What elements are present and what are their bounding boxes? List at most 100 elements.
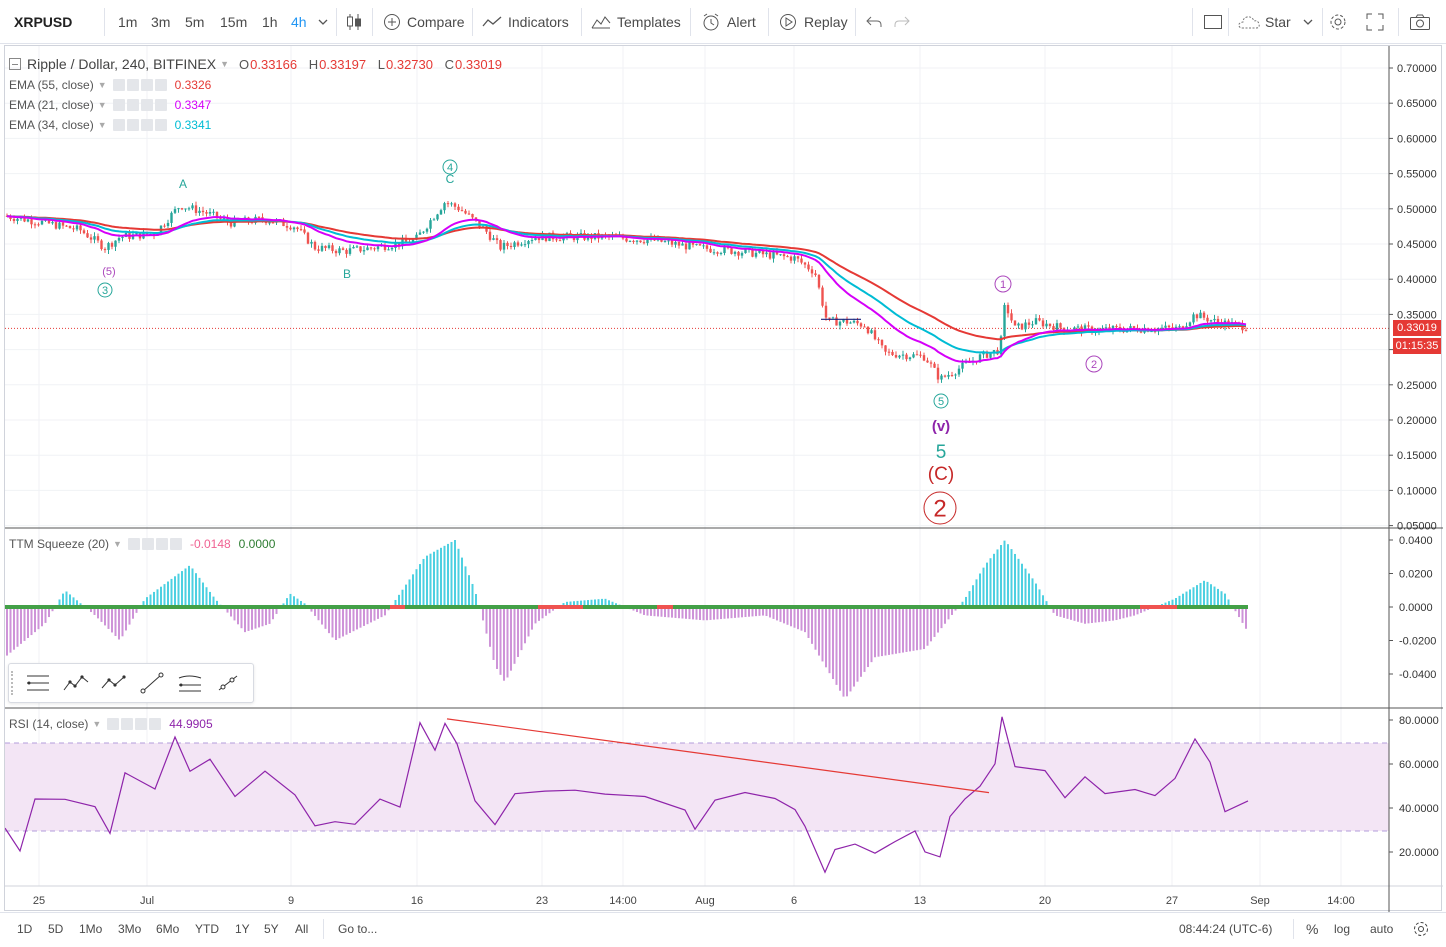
candle-body: [460, 210, 464, 212]
range-1D[interactable]: 1D: [17, 922, 33, 936]
range-1Mo[interactable]: 1Mo: [79, 922, 103, 936]
eye-icon[interactable]: [112, 99, 125, 111]
range-5Y[interactable]: 5Y: [264, 922, 279, 936]
study-controls[interactable]: [127, 538, 184, 550]
squeeze-bar: [776, 607, 778, 621]
range-All[interactable]: All: [295, 922, 309, 936]
gear-icon[interactable]: [126, 99, 139, 111]
squeeze-legend[interactable]: TTM Squeeze (20) ▼ -0.0148 0.0000: [9, 537, 275, 551]
plus-icon[interactable]: [140, 119, 153, 131]
horizontal-lines-tool[interactable]: [19, 664, 57, 702]
percent-toggle[interactable]: %: [1306, 921, 1319, 937]
drag-handle[interactable]: [11, 671, 19, 695]
series-title[interactable]: Ripple / Dollar, 240, BITFINEX: [27, 56, 217, 72]
interval-1h[interactable]: 1h: [262, 14, 278, 30]
eye-icon[interactable]: [127, 538, 140, 550]
layout-button[interactable]: [1203, 0, 1223, 44]
plus-icon[interactable]: [140, 99, 153, 111]
chevron-down-icon[interactable]: ▼: [113, 539, 122, 549]
interval-15m[interactable]: 15m: [220, 14, 248, 30]
study-label[interactable]: TTM Squeeze (20): [9, 537, 110, 551]
range-6Mo[interactable]: 6Mo: [156, 922, 180, 936]
chevron-down-icon[interactable]: ▼: [220, 59, 229, 69]
study-legend-ema34[interactable]: EMA (34, close) ▼ 0.3341: [9, 118, 211, 132]
study-controls[interactable]: [112, 99, 169, 111]
close-icon[interactable]: [154, 119, 167, 131]
chevron-down-icon[interactable]: ▼: [97, 120, 107, 130]
replay-button[interactable]: Replay: [778, 0, 848, 44]
indicators-button[interactable]: Indicators: [482, 0, 569, 44]
plus-icon[interactable]: [155, 538, 168, 550]
symbol-search[interactable]: XRPUSD: [14, 14, 73, 30]
chart-style-button[interactable]: [345, 0, 363, 44]
close-icon[interactable]: [149, 718, 162, 730]
undo-button[interactable]: [866, 0, 882, 44]
study-controls[interactable]: [112, 119, 169, 131]
study-controls[interactable]: [107, 718, 163, 730]
candle-body: [1160, 327, 1164, 329]
study-legend-ema21[interactable]: EMA (21, close) ▼ 0.3347: [9, 98, 211, 112]
goto-button[interactable]: Go to...: [338, 922, 378, 936]
close-icon[interactable]: [169, 538, 182, 550]
candle-body: [684, 243, 688, 250]
interval-5m[interactable]: 5m: [185, 14, 205, 30]
gear-icon[interactable]: [126, 119, 139, 131]
gear-icon[interactable]: [141, 538, 154, 550]
range-5D[interactable]: 5D: [48, 922, 64, 936]
time-tick-label: 27: [1166, 895, 1178, 907]
auto-toggle[interactable]: auto: [1370, 922, 1394, 936]
ray-tool[interactable]: [209, 664, 247, 702]
collapse-icon[interactable]: [9, 58, 21, 70]
study-label[interactable]: RSI (14, close): [9, 717, 89, 731]
clock-timezone[interactable]: 08:44:24 (UTC-6): [1179, 922, 1273, 936]
study-label[interactable]: EMA (34, close): [9, 118, 94, 132]
templates-button[interactable]: Templates: [591, 0, 681, 44]
compare-button[interactable]: Compare: [383, 0, 465, 44]
squeeze-bar: [6, 607, 8, 656]
study-label[interactable]: EMA (55, close): [9, 78, 94, 92]
range-3Mo[interactable]: 3Mo: [118, 922, 142, 936]
settings-button[interactable]: [1328, 0, 1348, 44]
squeeze-bar: [475, 594, 477, 607]
chart-settings-button[interactable]: [1412, 913, 1430, 945]
eye-icon[interactable]: [107, 718, 120, 730]
gear-icon[interactable]: [126, 79, 139, 91]
close-icon[interactable]: [154, 79, 167, 91]
study-legend-ema55[interactable]: EMA (55, close) ▼ 0.3326: [9, 78, 211, 92]
gear-icon[interactable]: [121, 718, 134, 730]
interval-1m[interactable]: 1m: [118, 14, 138, 30]
chart-area[interactable]: 25 Jul 9 16 23 14:00 Aug 6 13 20 27 Sep 14:00 0.70000…: [4, 45, 1443, 912]
rsi-trendline: [446, 718, 990, 794]
interval-4h[interactable]: 4h: [291, 14, 307, 30]
rsi-legend[interactable]: RSI (14, close) ▼ 44.9905: [9, 717, 213, 731]
star-cloud-button[interactable]: Star: [1237, 0, 1313, 44]
study-label[interactable]: EMA (21, close): [9, 98, 94, 112]
interval-dropdown[interactable]: [318, 0, 328, 44]
range-YTD[interactable]: YTD: [195, 922, 219, 936]
eye-icon[interactable]: [112, 79, 125, 91]
redo-button[interactable]: [894, 0, 910, 44]
candle-body: [926, 360, 929, 363]
abc-pattern-tool[interactable]: [95, 664, 133, 702]
interval-3m[interactable]: 3m: [151, 14, 171, 30]
plus-icon[interactable]: [135, 718, 148, 730]
chart-canvas[interactable]: 25 Jul 9 16 23 14:00 Aug 6 13 20 27 Sep 14:000.70000…: [5, 46, 1443, 912]
snapshot-button[interactable]: [1409, 0, 1431, 44]
chevron-down-icon[interactable]: ▼: [97, 80, 107, 90]
fullscreen-button[interactable]: [1366, 0, 1384, 44]
log-toggle[interactable]: log: [1334, 922, 1351, 936]
alert-button[interactable]: Alert: [701, 0, 756, 44]
squeeze-bar: [678, 607, 680, 619]
eye-icon[interactable]: [112, 119, 125, 131]
parallel-channel-tool[interactable]: [171, 664, 209, 702]
study-controls[interactable]: [112, 79, 169, 91]
chevron-down-icon[interactable]: ▼: [92, 719, 102, 729]
squeeze-bar: [272, 607, 274, 620]
range-1Y[interactable]: 1Y: [235, 922, 250, 936]
chevron-down-icon[interactable]: ▼: [97, 100, 107, 110]
wave-pattern-tool[interactable]: [57, 664, 95, 702]
candle-body: [810, 269, 814, 274]
close-icon[interactable]: [154, 99, 167, 111]
trendline-tool[interactable]: [133, 664, 171, 702]
plus-icon[interactable]: [140, 79, 153, 91]
